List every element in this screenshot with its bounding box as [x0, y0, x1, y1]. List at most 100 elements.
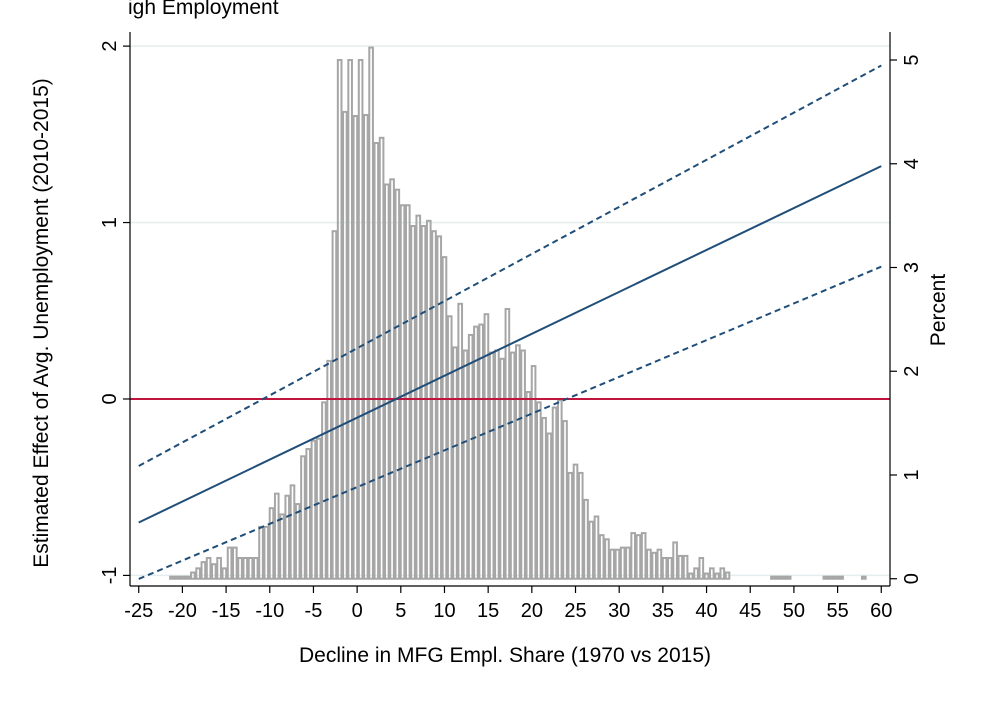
y-tick-label: 2	[99, 41, 121, 52]
axes	[129, 32, 891, 587]
histogram-bar	[609, 548, 616, 580]
histogram-bar	[342, 110, 348, 580]
histogram-bar	[352, 115, 359, 580]
histogram-bar	[630, 532, 636, 580]
y2-tick-label: 2	[901, 366, 923, 377]
histogram-bar	[504, 308, 511, 580]
y-tick-label: -1	[99, 567, 121, 585]
histogram-bar	[525, 390, 532, 580]
histogram-bar	[205, 556, 212, 580]
histogram-bar	[347, 59, 353, 580]
histogram-bar	[452, 346, 458, 580]
fitted-line	[138, 165, 882, 524]
x-tick-label: -15	[212, 600, 241, 622]
regression-lines	[130, 64, 890, 580]
histogram-bar	[389, 178, 395, 580]
histogram-bar	[436, 235, 443, 580]
histogram-bar	[279, 513, 285, 580]
histogram-bar	[494, 349, 500, 580]
histogram-bar	[556, 399, 563, 580]
x-tick-label: 40	[695, 600, 717, 622]
histogram-bar	[635, 534, 642, 580]
histogram-bar	[827, 575, 834, 580]
histogram-bar	[184, 575, 191, 580]
histogram-bar	[284, 494, 291, 580]
histogram-bar	[310, 439, 317, 580]
histogram-bar	[336, 59, 343, 580]
x-tick-label: -10	[255, 600, 284, 622]
y2-tick-label: 4	[901, 158, 923, 169]
histogram-bar	[300, 455, 306, 580]
histogram-bar	[588, 520, 595, 580]
histogram-bar	[593, 515, 600, 580]
histogram-bar	[530, 365, 537, 580]
x-tick-label: -5	[305, 600, 323, 622]
histogram-bar	[672, 541, 678, 580]
histogram-bar	[169, 575, 175, 580]
histogram-bar	[703, 572, 710, 580]
confidence-band-line	[138, 64, 882, 467]
x-tick-label: 35	[652, 600, 674, 622]
y-tick-label: 1	[99, 217, 121, 228]
histogram-bar	[520, 349, 526, 580]
histogram-bar	[216, 556, 222, 580]
histogram-bar	[822, 575, 829, 580]
histogram-bar	[515, 344, 521, 580]
histogram-bar	[619, 546, 626, 580]
histogram-bar	[179, 575, 186, 580]
histogram-bar	[688, 572, 694, 580]
histogram-bar	[446, 315, 453, 580]
histogram-bar	[378, 136, 385, 580]
histogram-bar	[625, 546, 631, 580]
histogram-bar	[363, 113, 369, 580]
histogram-bar	[174, 575, 180, 580]
histogram-bar	[604, 538, 610, 580]
histogram-bar	[226, 546, 233, 580]
histogram-bar	[838, 575, 844, 580]
histogram-bar	[467, 333, 474, 580]
histogram-bar	[373, 142, 380, 580]
histogram-bar	[698, 556, 705, 580]
histogram-bar	[770, 575, 776, 580]
histogram-bar	[305, 448, 312, 580]
histogram-bar	[326, 359, 332, 580]
histogram-bar	[667, 556, 673, 580]
histogram-bar	[780, 575, 787, 580]
histogram-bar	[263, 525, 270, 580]
histogram-bar	[252, 556, 259, 580]
histogram-bar	[499, 357, 505, 580]
histogram-bar	[598, 534, 605, 580]
histogram-bar	[357, 59, 364, 580]
histogram-bar	[724, 571, 731, 580]
histogram-bar	[536, 401, 542, 580]
histogram-bar	[200, 561, 207, 580]
histogram-bar	[708, 567, 715, 580]
y-axis-label: Estimated Effect of Avg. Unemployment (2…	[30, 78, 53, 568]
histogram-bar	[462, 349, 469, 580]
histogram-bar	[232, 546, 238, 580]
histogram-bar	[289, 484, 296, 580]
histogram-bar	[294, 503, 301, 580]
histogram-bar	[646, 548, 652, 580]
y2-tick-label: 1	[901, 469, 923, 480]
histogram-bar	[242, 556, 249, 580]
x-tick-label: 25	[564, 600, 586, 622]
x-tick-label: 5	[395, 600, 406, 622]
x-tick-label: 45	[739, 600, 761, 622]
x-tick-label: 20	[521, 600, 543, 622]
histogram-bar	[656, 548, 663, 580]
histogram-bar	[785, 575, 792, 580]
y-tick-label: 0	[99, 393, 121, 404]
histogram-bar	[331, 230, 338, 580]
y2-tick-label: 3	[901, 262, 923, 273]
x-tick-label: 60	[870, 600, 892, 622]
histogram-bar	[509, 351, 516, 580]
histogram-bar	[273, 492, 280, 580]
histogram-bar	[431, 230, 437, 580]
histogram-bar	[775, 575, 782, 580]
histogram-bar	[551, 406, 558, 580]
histogram-bar	[473, 325, 479, 580]
x-tick-label: 10	[433, 600, 455, 622]
histogram-bar	[457, 302, 464, 580]
